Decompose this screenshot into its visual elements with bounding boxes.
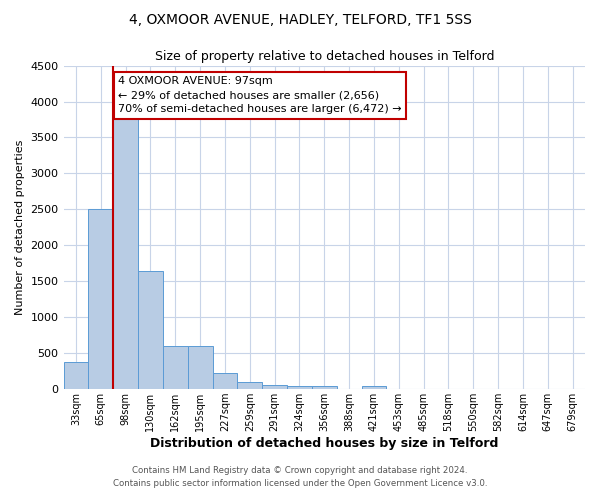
Text: 4, OXMOOR AVENUE, HADLEY, TELFORD, TF1 5SS: 4, OXMOOR AVENUE, HADLEY, TELFORD, TF1 5…	[128, 12, 472, 26]
Bar	[212, 372, 238, 389]
Bar	[362, 386, 386, 389]
Bar	[287, 386, 312, 389]
Bar	[188, 346, 212, 389]
Bar	[113, 120, 138, 389]
Bar	[64, 362, 88, 389]
Bar	[88, 210, 113, 389]
Bar	[262, 385, 287, 389]
Bar	[238, 382, 262, 389]
Text: Contains HM Land Registry data © Crown copyright and database right 2024.
Contai: Contains HM Land Registry data © Crown c…	[113, 466, 487, 487]
Text: 4 OXMOOR AVENUE: 97sqm
← 29% of detached houses are smaller (2,656)
70% of semi-: 4 OXMOOR AVENUE: 97sqm ← 29% of detached…	[118, 76, 402, 114]
X-axis label: Distribution of detached houses by size in Telford: Distribution of detached houses by size …	[150, 437, 499, 450]
Title: Size of property relative to detached houses in Telford: Size of property relative to detached ho…	[155, 50, 494, 63]
Bar	[138, 270, 163, 389]
Bar	[163, 346, 188, 389]
Y-axis label: Number of detached properties: Number of detached properties	[15, 140, 25, 315]
Bar	[312, 386, 337, 389]
